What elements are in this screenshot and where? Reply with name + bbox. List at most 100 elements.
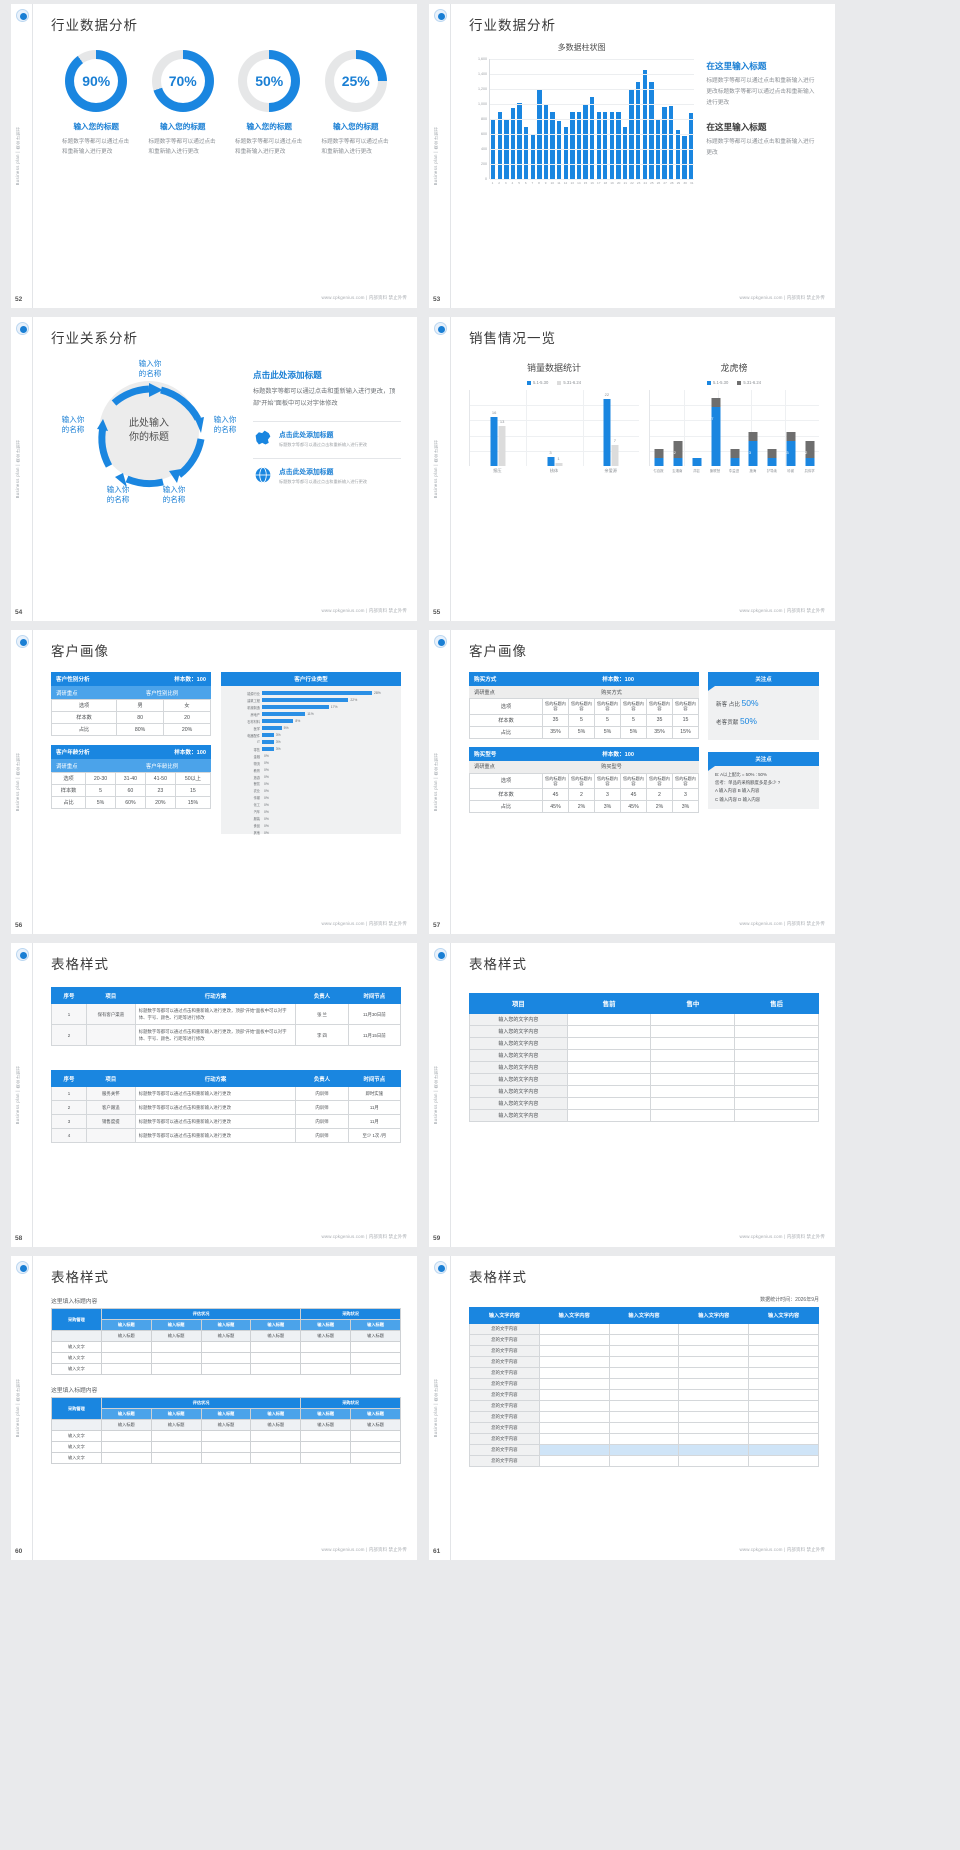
x-tick: 13: [570, 181, 574, 185]
bar: [543, 104, 549, 179]
hbar-label: 能源行业: [247, 691, 260, 696]
gridline: [490, 179, 695, 180]
bar: [596, 111, 601, 179]
footer-site: www.cpkgenius.com | 内部资料 禁止外传: [321, 1547, 407, 1552]
table-cell: 内训师: [295, 1114, 349, 1130]
hbar: [262, 705, 329, 710]
action-table-1: 序号 项目 行动方案 负责人 时间节点 1 保有客户渠道 标题数字等都可以通过点击和重新输入进…: [51, 987, 402, 1047]
bar-value: 1: [767, 466, 770, 472]
table-row: 输入您的文字内容: [469, 1025, 819, 1038]
bar-segment-bottom: 1: [654, 457, 664, 472]
page-number: 56: [15, 922, 23, 929]
x-tick: 8: [538, 181, 540, 185]
table-cell: [748, 1389, 819, 1401]
group-header: 采购管理: [51, 1397, 102, 1420]
buy-table-subheader: 调研重点 购买方式: [469, 686, 699, 698]
table-cell: [650, 1037, 736, 1050]
gridline: [490, 134, 695, 135]
table-cell: [300, 1363, 352, 1375]
slide-footer: www.cpkgenius.com | 内部资料 禁止外传: [451, 1540, 835, 1560]
table-cell: 15%: [672, 725, 699, 739]
table-cell: 输入您的文字内容: [469, 1061, 568, 1074]
hbar: [262, 726, 282, 731]
table-cell: [678, 1334, 750, 1346]
bar-segment-top: 1: [767, 449, 777, 463]
x-tick: 9: [544, 181, 547, 185]
slide-footer: www.cpkgenius.com | 内部资料 禁止外传: [33, 288, 417, 308]
table-cell: [608, 1455, 680, 1467]
hbar-label: 石材材料: [247, 719, 260, 724]
table-row: 选项 您的标题内容 您的标题内容 您的标题内容 您的标题内容 您的标题内容 您的标题内容: [469, 698, 699, 715]
industry-chart: 客户行业类型 能源行业 28% 建筑工程 22% 机械制造 17% 房地产 11% 石材材料 8%…: [221, 672, 401, 835]
table-cell: [734, 1109, 819, 1122]
slide-rail: Business plan | 商业计划书: [11, 630, 33, 934]
hbar: [262, 739, 274, 745]
table-cell: [608, 1323, 680, 1335]
table-row: 1 保有客户渠道 标题数字等都可以通过点击和重新输入进行更改，顶部“开始”面板中可以…: [51, 1002, 402, 1026]
bar: 13: [498, 419, 506, 466]
table-cell: 占比: [50, 796, 87, 809]
table-cell: 2%: [646, 800, 673, 813]
group-header: 采购状况: [300, 1308, 401, 1320]
x-tick: 17: [597, 181, 601, 185]
chart-plot: 16 13 3 1 22 7: [469, 390, 639, 466]
bar-value: 3: [748, 449, 751, 455]
gridline: [785, 390, 787, 466]
hbar-value: 5%: [283, 726, 289, 731]
side-paragraph: 标题数字等都可以通过点击和重新输入进行更改: [706, 139, 815, 157]
bar-segment-bottom: 1: [767, 457, 777, 472]
node-label-left: 输入你 的名称: [61, 415, 85, 435]
slide-61: Business plan | 商业计划书 表格样式 数据统计时间：2026年9…: [429, 1256, 835, 1560]
table-cell: [650, 1085, 736, 1098]
side-item: 点击此处添加标题 标题数字等都可以通过点击和重新输入进行更改: [253, 457, 401, 485]
table-cell: 20: [163, 711, 211, 724]
item-heading: 点击此处添加标题: [279, 431, 334, 439]
table-cell: 您的文字内容: [469, 1444, 540, 1456]
slide-body: 客户画像 客户性别分析 样本数：100 调研重点 客户性别比例 选项男女样本数 8…: [33, 630, 417, 934]
gridline: [490, 89, 695, 90]
table-cell: [150, 1430, 202, 1442]
center-line-1: 此处输入: [129, 417, 169, 429]
table-cell: [608, 1433, 680, 1445]
rail-text: Business plan | 商业计划书: [15, 752, 20, 812]
table-row: 您的文字内容: [469, 1389, 819, 1401]
table-cell: [150, 1452, 202, 1464]
node-label-bottom-right: 输入你 的名称: [162, 485, 186, 505]
sub-header: 输入标题: [300, 1419, 352, 1431]
side-item: 点击此处添加标题 标题数字等都可以通过点击和重新输入进行更改: [253, 420, 401, 448]
table-cell: 4: [51, 1128, 87, 1144]
hbar-row: 食品 0%: [226, 823, 396, 829]
table-cell: 2%: [568, 800, 595, 813]
table-cell: 您的标题内容: [672, 698, 699, 715]
table-cell: 23: [144, 784, 176, 797]
brand-logo-icon: [16, 322, 29, 335]
bar-segment-top: 1: [711, 398, 721, 412]
slide-rail: Business plan | 商业计划书: [429, 4, 451, 308]
footer-site: www.cpkgenius.com | 内部资料 禁止外传: [739, 295, 825, 300]
table-cell: 您的标题内容: [620, 698, 647, 715]
footer-site: www.cpkgenius.com | 内部资料 禁止外传: [739, 1547, 825, 1552]
x-tick: 6: [524, 181, 527, 185]
bar: [510, 107, 516, 179]
table-cell: [566, 1049, 652, 1062]
left-tables: 客户性别分析 样本数：100 调研重点 客户性别比例 选项男女样本数 80 20 占比…: [50, 672, 212, 834]
table-cell: [650, 1073, 736, 1086]
slide-grid: Business plan | 商业计划书 行业数据分析 90% 输入您的标题 …: [11, 4, 835, 1560]
donut-item: 90% 输入您的标题 标题数字等都可以通过点击和重新输入进行更改: [53, 50, 140, 158]
bar-value: 1: [805, 466, 808, 472]
table-cell: 15%: [174, 796, 212, 809]
hbar-row: 旅游 0%: [226, 774, 396, 780]
date-note: 数据统计时间：2026年9月: [760, 1297, 819, 1303]
x-tick: 核体: [549, 468, 559, 473]
table-cell: [608, 1444, 680, 1456]
brand-logo-icon: [434, 635, 447, 648]
table-cell: 输入文字: [51, 1363, 102, 1375]
stage-table: 项目 售前 售中 售后 输入您的文字内容 输入您的文字内容 输入您的文字内容 输入您的文字内容…: [469, 993, 819, 1122]
x-tick: 5: [518, 181, 520, 185]
table-row: 您的文字内容: [469, 1400, 819, 1412]
table-row: 您的文字内容: [469, 1323, 819, 1335]
slide-56: Business plan | 商业计划书 客户画像 客户性别分析 样本数：10…: [11, 630, 417, 934]
bar: 1: [555, 456, 562, 466]
table-row: 您的文字内容: [469, 1455, 819, 1467]
slide-footer: www.cpkgenius.com | 内部资料 禁止外传: [33, 1540, 417, 1560]
